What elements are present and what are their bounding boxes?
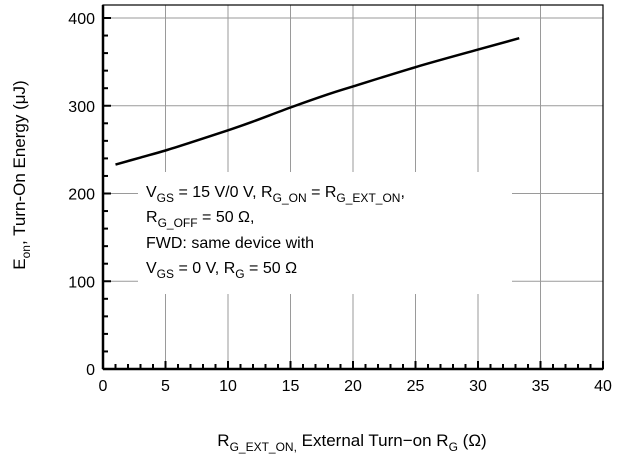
annotation-line-1-a: V [146,184,157,201]
x-tick-label: 15 [282,378,300,395]
x-tick-label: 35 [532,378,550,395]
y-tick-label: 100 [68,274,95,291]
x-tick-labels: 0 5 10 15 20 25 30 35 40 [99,378,612,395]
y-tick-label: 0 [86,362,95,379]
annotation-line-4-c: = 50 Ω [245,260,297,277]
x-tick-label: 0 [99,378,108,395]
annotation-line-1-c-sub: G_EXT_ON [336,191,400,205]
x-tick-label: 10 [219,378,237,395]
annotation-line-4-b-sub: G [235,267,244,281]
y-axis-title-rest: , Turn-On Energy (μJ) [10,80,29,245]
x-axis-title-main-sub: G_EXT_ON, [230,440,297,454]
annotation-line-2-b: = 50 Ω, [198,209,255,226]
annotation-line-1-a-sub: GS [157,191,174,205]
annotation-line-4-a: V [146,260,157,277]
x-axis-title-rest-sub: G [449,440,458,454]
x-axis-title-main: R [217,431,229,450]
x-axis-title-unit: (Ω) [458,431,487,450]
x-axis-title-rest: External Turn−on R [297,431,449,450]
annotation-line-1-c: = R [307,184,337,201]
annotation-line-3-a: FWD: same device with [146,235,314,252]
series-line [116,38,520,164]
x-tick-label: 5 [161,378,170,395]
y-axis-title: Eon, Turn-On Energy (μJ) [10,80,33,269]
annotation-line-1-d: , [400,184,404,201]
x-axis-title: RG_EXT_ON, External Turn−on RG (Ω) [217,431,486,454]
annotation-line-2-a-sub: G_OFF [158,216,198,230]
annotation-line-4-b: = 0 V, R [174,260,235,277]
x-tick-label: 40 [594,378,612,395]
y-axis-title-main-sub: on [19,245,33,258]
x-tick-label: 20 [344,378,362,395]
x-tick-label: 30 [469,378,487,395]
y-tick-label: 400 [68,11,95,28]
annotation-line-3: FWD: same device with [146,235,314,252]
y-tick-label: 200 [68,187,95,204]
annotation-line-1-b-sub: G_ON [273,191,307,205]
annotation-line-1-b: = 15 V/0 V, R [174,184,273,201]
annotation-line-4-a-sub: GS [157,267,174,281]
y-axis-title-main: E [10,258,29,269]
y-tick-labels: 0 100 200 300 400 [68,11,95,379]
y-tick-label: 300 [68,99,95,116]
annotation-line-2-a: R [146,209,158,226]
x-tick-label: 25 [407,378,425,395]
